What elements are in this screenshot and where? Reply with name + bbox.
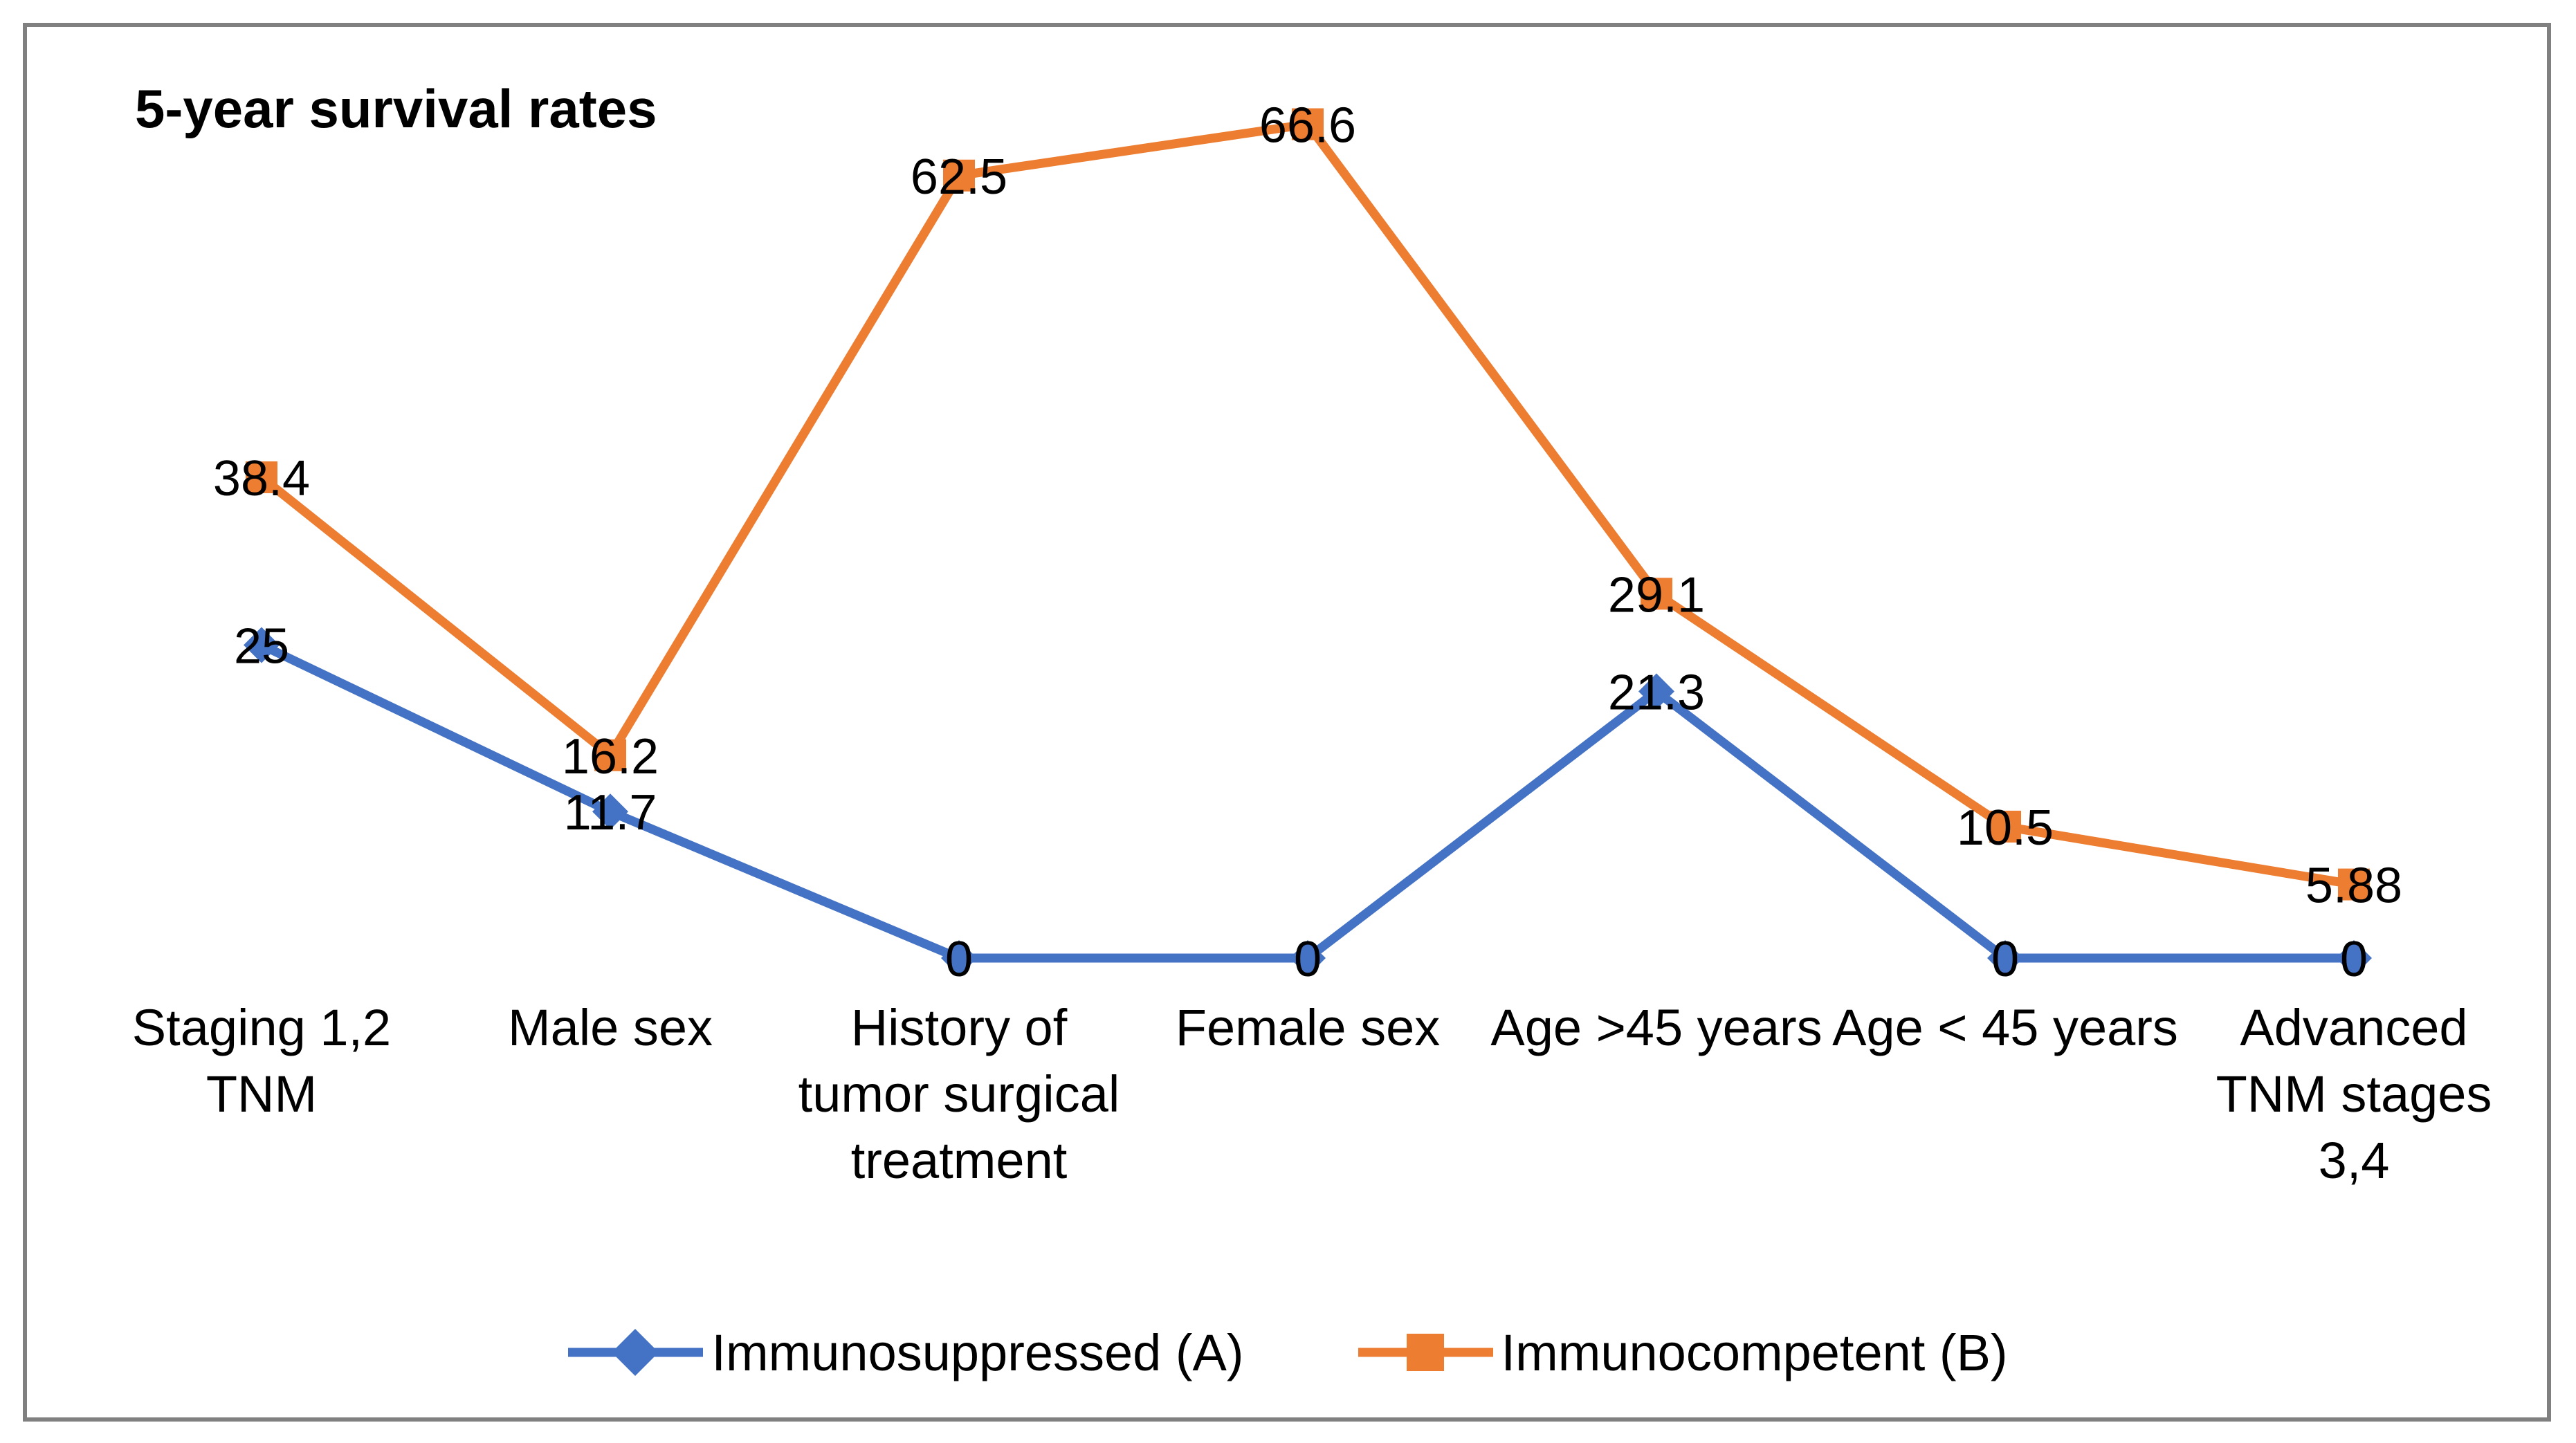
data-label: 0 (1991, 932, 2019, 987)
data-label: 62.5 (911, 149, 1007, 205)
legend-square-icon (1358, 1334, 1493, 1371)
marker-diamond (1987, 940, 2023, 976)
data-label: 38.4 (213, 451, 310, 506)
marker-square (943, 159, 975, 192)
data-label: 66.6 (1259, 98, 1356, 154)
data-label: 0 (1294, 932, 1322, 987)
legend-diamond-icon (568, 1329, 704, 1376)
data-label: 25 (234, 619, 289, 674)
data-label: 10.5 (1957, 800, 2054, 856)
marker-diamond (1290, 940, 1326, 976)
data-label: 0 (945, 932, 973, 987)
marker-square (1989, 810, 2021, 843)
data-label: 29.1 (1608, 567, 1705, 623)
data-label: 11.7 (564, 785, 657, 840)
legend-label: Immunocompetent (B) (1501, 1323, 2008, 1381)
diamond-marker-icon (612, 1329, 659, 1376)
square-marker-icon (1406, 1334, 1444, 1371)
marker-square (1641, 578, 1672, 610)
chart-frame (23, 23, 2551, 1422)
data-label: 5.88 (2305, 858, 2402, 914)
marker-diamond (1638, 673, 1674, 710)
marker-diamond (2336, 940, 2372, 976)
marker-square (594, 739, 626, 771)
legend-item: Immunosuppressed (A) (568, 1318, 1244, 1387)
data-label: 21.3 (1608, 665, 1705, 720)
legend-label: Immunosuppressed (A) (711, 1323, 1244, 1381)
legend-item: Immunocompetent (B) (1358, 1318, 2008, 1387)
legend: Immunosuppressed (A) Immunocompetent (B) (0, 1304, 2576, 1401)
marker-square (246, 461, 277, 493)
data-label: 0 (2340, 932, 2368, 987)
marker-diamond (244, 627, 280, 663)
chart-title: 5-year survival rates (135, 78, 657, 139)
marker-square (1292, 108, 1324, 140)
marker-diamond (941, 940, 977, 976)
marker-square (2338, 868, 2370, 901)
data-label: 16.2 (562, 729, 659, 784)
marker-diamond (592, 793, 628, 830)
